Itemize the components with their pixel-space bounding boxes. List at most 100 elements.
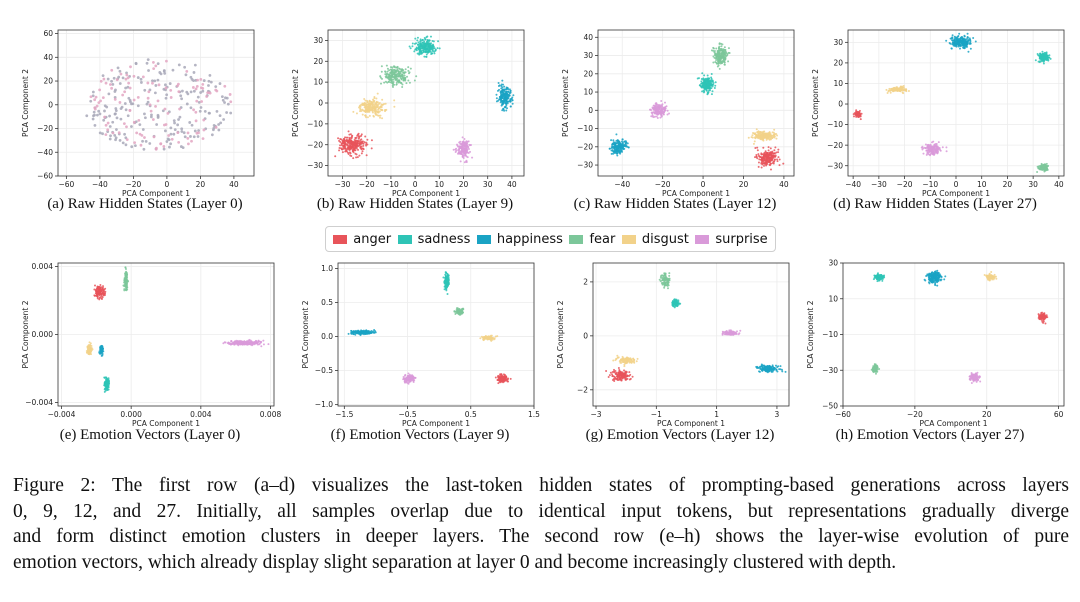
data-point [852, 113, 855, 116]
x-tick-label: 20 [459, 180, 469, 189]
data-point [719, 54, 722, 57]
data-point [386, 72, 389, 75]
data-point [136, 95, 140, 99]
data-point [387, 80, 390, 83]
scatter-points [85, 58, 233, 151]
data-point [656, 105, 659, 108]
legend-swatch-anger [333, 234, 348, 244]
data-point [377, 102, 380, 105]
data-point [138, 123, 142, 127]
data-point [760, 138, 763, 141]
data-point [431, 48, 434, 51]
y-tick-label: −20 [827, 141, 843, 150]
data-point [495, 97, 498, 100]
data-point [357, 148, 360, 151]
data-point [98, 293, 101, 296]
data-point [761, 162, 764, 165]
data-point [386, 70, 389, 73]
data-point [463, 138, 466, 140]
data-point [370, 102, 373, 105]
data-point [94, 284, 96, 287]
data-point [199, 86, 203, 90]
data-point [712, 83, 715, 86]
data-point [431, 49, 434, 52]
x-tick-label: 40 [779, 180, 789, 189]
data-point [372, 107, 375, 110]
y-tick-label: 40 [43, 53, 53, 62]
data-point [446, 276, 449, 279]
data-point [125, 125, 128, 129]
data-point [774, 158, 777, 161]
data-point [664, 109, 667, 112]
data-point [155, 146, 158, 150]
data-point [404, 68, 407, 71]
data-point [123, 90, 127, 94]
data-point [95, 104, 99, 108]
data-point [99, 79, 103, 83]
data-point [177, 63, 181, 67]
data-point [361, 150, 364, 153]
data-point [428, 48, 431, 51]
data-point [348, 138, 351, 141]
data-point [459, 160, 462, 163]
data-point [936, 148, 939, 151]
data-point [959, 36, 962, 39]
data-point [112, 76, 116, 80]
data-point [107, 379, 110, 382]
data-point [503, 88, 506, 91]
data-point [955, 45, 958, 48]
x-tick-label: 0 [164, 180, 169, 189]
data-point [128, 98, 132, 102]
data-point [408, 45, 411, 48]
data-point [965, 38, 968, 41]
data-point [370, 147, 373, 150]
data-point [93, 288, 96, 291]
data-point [196, 78, 199, 82]
legend: anger sadness happiness fear disgust sur… [325, 226, 776, 252]
data-point [180, 127, 184, 131]
data-point [707, 79, 710, 82]
data-point [427, 51, 430, 54]
data-point [140, 81, 143, 84]
data-point [89, 342, 92, 345]
data-point [711, 80, 714, 83]
data-point [662, 113, 665, 116]
y-tick-label: 0 [48, 100, 53, 109]
data-point [388, 74, 391, 77]
data-point [110, 68, 114, 72]
data-point [199, 77, 203, 81]
data-point [712, 47, 715, 50]
data-point [428, 44, 431, 47]
data-point [339, 140, 342, 143]
data-point [214, 125, 218, 129]
legend-label-happiness: happiness [496, 231, 563, 247]
y-tick-label: 0 [318, 99, 323, 108]
data-point [390, 79, 393, 82]
data-point [171, 68, 175, 72]
data-point [721, 51, 724, 54]
cluster-sadness [1034, 50, 1052, 65]
cluster-sadness [696, 72, 717, 96]
data-point [512, 94, 515, 97]
y-tick-label: −30 [577, 161, 593, 170]
data-point [147, 90, 151, 94]
data-point [502, 108, 505, 111]
cluster-surprise [452, 136, 474, 164]
data-point [177, 118, 180, 121]
data-point [925, 153, 928, 156]
caption-d: (d) Raw Hidden States (Layer 27) [833, 196, 1037, 212]
data-point [176, 84, 179, 88]
data-point [341, 151, 344, 154]
data-point [389, 68, 392, 71]
data-point [505, 86, 508, 89]
data-point [774, 146, 777, 149]
data-point [100, 354, 103, 357]
data-point [423, 55, 426, 58]
data-point [192, 71, 196, 74]
data-point [763, 164, 765, 167]
data-point [498, 95, 501, 98]
data-point [209, 80, 213, 84]
y-tick-label: −10 [827, 120, 843, 129]
data-point [924, 143, 927, 146]
